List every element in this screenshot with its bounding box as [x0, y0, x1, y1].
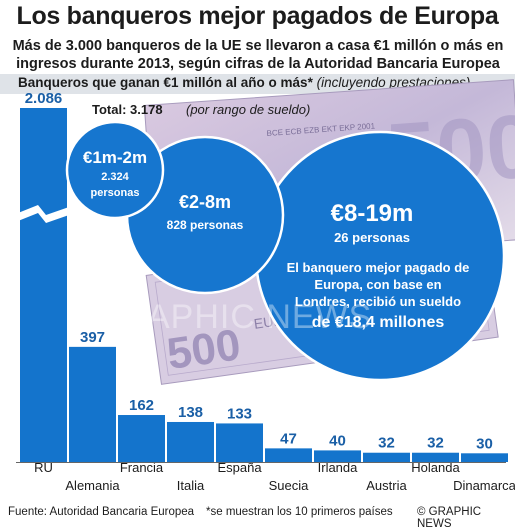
- bar-value-austria: 32: [378, 435, 395, 452]
- bubble-total-note: (por rango de sueldo): [186, 102, 310, 117]
- watermark-text: GRAPHIC NEWS: [94, 298, 372, 336]
- bubble-8-19m: [254, 130, 506, 382]
- bubble-count-8-19m: 26 personas: [334, 230, 410, 245]
- bubble-range-2-8m: €2-8m: [179, 192, 231, 212]
- page-subtitle: Más de 3.000 banqueros de la UE se lleva…: [12, 38, 504, 72]
- bar-italia: [167, 421, 214, 462]
- bar-holanda: [412, 452, 459, 462]
- bar-category-suecia: Suecia: [269, 478, 310, 493]
- bar-category-ru: RU: [34, 460, 53, 475]
- bar-category-espana: España: [217, 460, 262, 475]
- bar-value-irlanda: 40: [329, 432, 346, 449]
- footer-brand: © GRAPHIC NEWS: [417, 506, 482, 530]
- bar-value-ru: 2.086: [25, 90, 63, 107]
- bubble-1m-2m: [65, 120, 165, 220]
- bar-category-irlanda: Irlanda: [318, 460, 359, 475]
- bar-value-espana: 133: [227, 405, 252, 422]
- bubble-annotation: El banquero mejor pagado de Europa, con b…: [287, 260, 470, 331]
- svg-text:500: 500: [164, 320, 244, 379]
- bubble-count-1m-2m: 2.324: [101, 171, 129, 183]
- footer-source: Fuente: Autoridad Bancaria Europea: [8, 506, 195, 518]
- bar-value-francia: 162: [129, 397, 154, 414]
- bar-value-alemania: 397: [80, 329, 105, 346]
- bar-ru: [20, 108, 67, 462]
- bar-dinamarca: [461, 453, 508, 462]
- bar-alemania: [69, 346, 116, 462]
- footer-note: *se muestran los 10 primeros países: [206, 506, 393, 518]
- bubble-series: €1m-2m 2.324 personas €2-8m 828 personas €8-1…: [65, 120, 506, 382]
- bar-espana: [216, 423, 263, 462]
- bar-series: 2.086 RU 397 Alemania 162 Francia 138 Italia 133…: [16, 90, 515, 493]
- bar-category-holanda: Holanda: [411, 460, 460, 475]
- chart-header-label: Banqueros que ganan €1 millón al año o m…: [18, 75, 313, 90]
- bubble-total-label: Total: 3.178: [92, 102, 163, 117]
- bar-irlanda: [314, 450, 361, 462]
- bubble-range-1m-2m: €1m-2m: [83, 148, 147, 167]
- bar-value-suecia: 47: [280, 430, 297, 447]
- bar-category-alemania: Alemania: [65, 478, 120, 493]
- page-title: Los banqueros mejor pagados de Europa: [16, 2, 499, 30]
- bar-category-francia: Francia: [120, 460, 164, 475]
- bar-category-italia: Italia: [177, 478, 205, 493]
- bar-value-dinamarca: 30: [476, 435, 493, 452]
- bar-suecia: [265, 448, 312, 462]
- axis-break-mark: [18, 205, 69, 223]
- bubble-count-2-8m: 828 personas: [167, 218, 244, 232]
- bubble-range-8-19m: €8-19m: [331, 200, 414, 227]
- bar-austria: [363, 452, 410, 462]
- bar-francia: [118, 415, 165, 462]
- bar-category-austria: Austria: [366, 478, 407, 493]
- bubble-unit-1m-2m: personas: [91, 187, 140, 199]
- bar-value-holanda: 32: [427, 435, 444, 452]
- bar-value-italia: 138: [178, 404, 203, 421]
- bar-category-dinamarca: Dinamarca: [453, 478, 515, 493]
